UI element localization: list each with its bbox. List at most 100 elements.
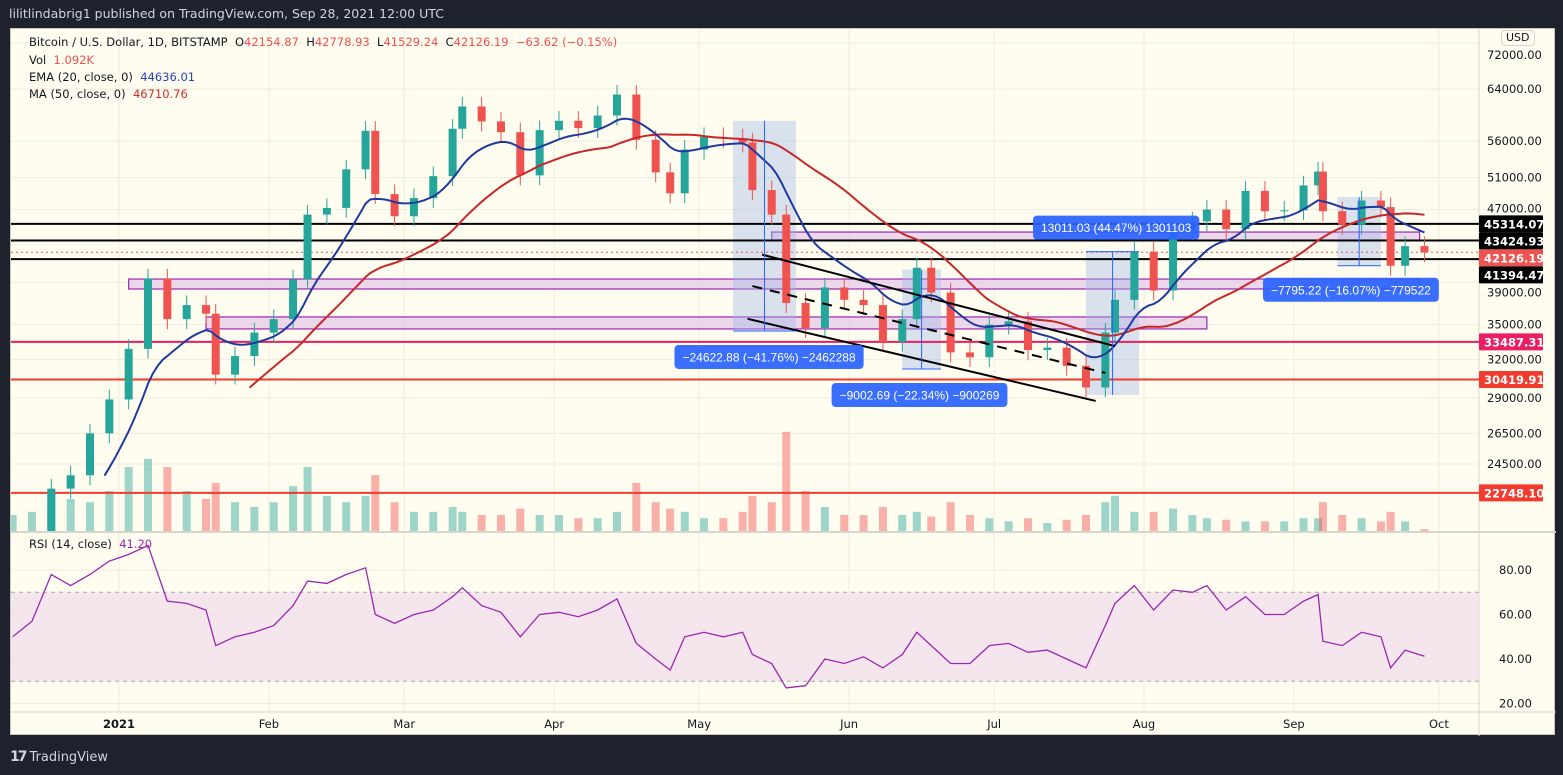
volume-bar [554, 515, 563, 531]
candle-body [1130, 251, 1139, 300]
measure-label[interactable]: −9002.69 (−22.34%) −900269 [831, 383, 1008, 408]
volume-bar [946, 502, 955, 531]
volume-bar [613, 511, 622, 531]
volume-bar [651, 502, 660, 531]
time-tick-label: Oct [1429, 717, 1449, 731]
measure-label-bg [1033, 215, 1200, 240]
volume-bar [1202, 518, 1211, 531]
volume-bar [303, 467, 312, 531]
rsi-tick-label: 40.00 [1499, 652, 1532, 666]
candle-body [448, 128, 457, 177]
volume-bar [1357, 518, 1366, 531]
candle-body [801, 302, 810, 329]
ema-value: 44636.01 [140, 70, 196, 84]
chart-panel[interactable]: −24622.88 (−41.76%) −2462288 −9002.69 (−2… [10, 28, 1556, 736]
candle-body [535, 130, 544, 176]
candle-body [1357, 200, 1366, 225]
ema-legend[interactable]: EMA (20, close, 0) 44636.01 [29, 70, 195, 84]
volume-bar [1004, 521, 1013, 531]
time-tick-label: Feb [259, 717, 279, 731]
volume-bar [632, 483, 641, 531]
candle-body [985, 324, 994, 358]
volume-bar [700, 518, 709, 531]
candle-body [738, 138, 747, 143]
candle-body [593, 115, 602, 129]
candle-body [748, 142, 757, 191]
currency-button[interactable]: USD [1501, 30, 1535, 46]
level-price-label: 43424.93 [1484, 234, 1544, 248]
price-tick-label: 72000.00 [1487, 48, 1542, 62]
candle-body [211, 313, 220, 375]
candle-body [85, 433, 94, 476]
volume-bar [820, 507, 829, 531]
time-tick-label: Jun [839, 717, 858, 731]
volume-bar [574, 518, 583, 531]
time-tick-label: Sep [1283, 717, 1305, 731]
level-price-label: 22748.10 [1484, 486, 1544, 500]
ma50-line [248, 133, 1425, 389]
volume-bar [1169, 508, 1178, 531]
candle-body [163, 278, 172, 320]
candle-body [700, 136, 709, 150]
rsi-legend[interactable]: RSI (14, close) 41.20 [29, 537, 152, 551]
volume-bar [289, 486, 298, 531]
measure-label-bg [831, 383, 1008, 408]
candle-body [342, 169, 351, 208]
volume-bar [202, 499, 211, 531]
volume-bar [1386, 511, 1395, 531]
volume-bar [666, 508, 675, 531]
measure-label[interactable]: 13011.03 (44.47%) 1301103 [1033, 215, 1200, 240]
close-value: 42126.19 [453, 35, 509, 49]
low-label: L [377, 35, 384, 49]
volume-bar [1082, 515, 1090, 531]
volume-bar [719, 518, 728, 531]
volume-bar [535, 515, 544, 531]
volume-bar [1376, 521, 1385, 531]
candle-body [859, 299, 868, 306]
ma-legend[interactable]: MA (50, close, 0) 46710.76 [29, 87, 188, 101]
candle-body [1101, 332, 1110, 388]
measure-label[interactable]: −24622.88 (−41.76%) −2462288 [674, 344, 864, 369]
candle-body [1169, 230, 1178, 291]
rsi-label: RSI (14, close) [29, 537, 112, 551]
rsi-tick-label: 20.00 [1499, 697, 1532, 711]
candle-body [1386, 207, 1395, 266]
volume-bar [927, 516, 936, 531]
price-tick-label: 32000.00 [1487, 353, 1542, 367]
candle-body [927, 267, 936, 293]
time-tick-label: 2021 [103, 717, 135, 731]
volume-legend[interactable]: Vol 1.092K [29, 53, 94, 67]
volume-bar [1260, 521, 1269, 531]
candle-body [1202, 209, 1211, 222]
volume-bar [782, 431, 791, 531]
candle-body [1280, 210, 1289, 212]
volume-bar [1062, 519, 1071, 531]
volume-bar [11, 515, 17, 531]
volume-bar [182, 491, 191, 531]
level-price-label: 41394.47 [1484, 268, 1544, 282]
candle-body [840, 287, 849, 300]
volume-bar [1280, 521, 1289, 531]
volume-bar [124, 467, 133, 531]
volume-bar [1149, 511, 1158, 531]
price-pane [11, 84, 1479, 531]
candle-body [1338, 211, 1347, 225]
high-value: 42778.93 [314, 35, 370, 49]
volume-bar [448, 507, 457, 531]
candle-body [182, 305, 191, 320]
price-tick-label: 26500.00 [1487, 426, 1542, 440]
footer-brand[interactable]: 17 TradingView [10, 749, 108, 765]
price-tick-label: 29000.00 [1487, 391, 1542, 405]
level-price-tag [1479, 484, 1543, 502]
candle-body [496, 121, 505, 133]
symbol-title[interactable]: Bitcoin / U.S. Dollar, 1D, BITSTAMP [29, 35, 228, 49]
time-tick-label: Mar [393, 717, 415, 731]
volume-bar [477, 515, 486, 531]
volume-bar [680, 511, 689, 531]
candle-body [1401, 246, 1410, 266]
volume-bar [1420, 529, 1429, 531]
rsi-value: 41.20 [119, 537, 153, 551]
measure-label[interactable]: −7795.22 (−16.07%) −779522 [1263, 277, 1439, 302]
price-chart[interactable]: −24622.88 (−41.76%) −2462288 −9002.69 (−2… [11, 29, 1556, 736]
volume-bar [390, 502, 399, 531]
